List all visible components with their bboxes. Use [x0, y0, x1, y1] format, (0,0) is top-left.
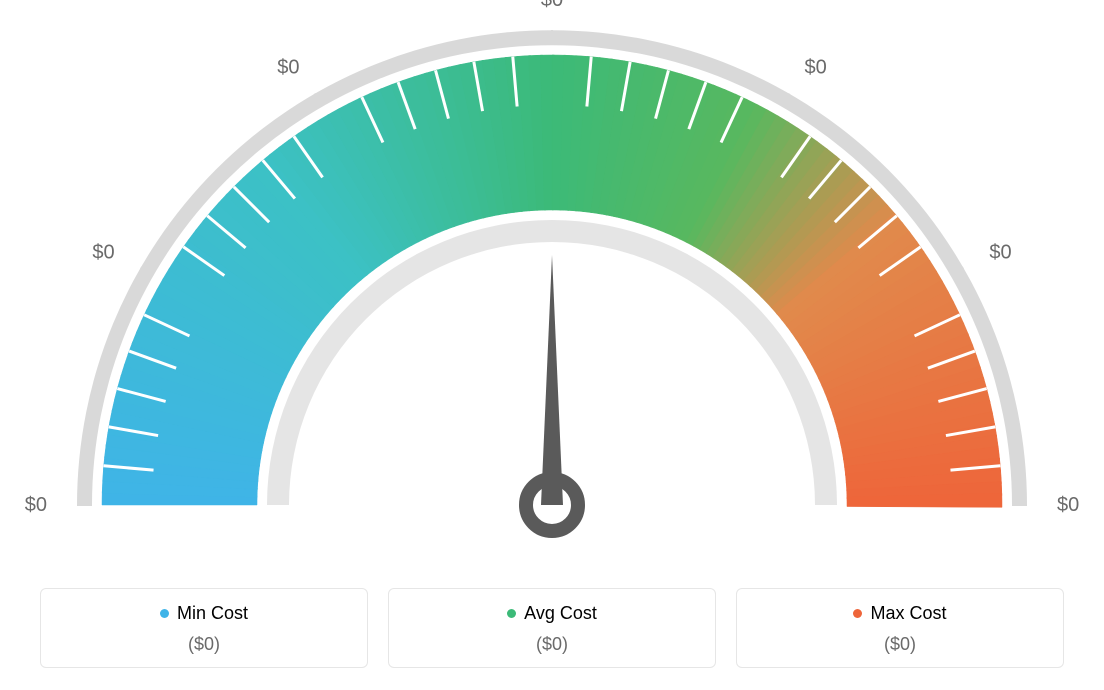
svg-text:$0: $0 [92, 242, 114, 264]
svg-text:$0: $0 [1057, 494, 1079, 516]
legend-name-avg: Avg Cost [507, 603, 597, 624]
gauge-chart: $0 $0 $0 $0 $0 $0 $0 Min Cost ($0) Avg Cost ($… [0, 0, 1104, 690]
legend-dot-avg [507, 609, 516, 618]
legend-card-avg: Avg Cost ($0) [388, 588, 716, 668]
legend-name-max: Max Cost [853, 603, 946, 624]
legend-value-avg: ($0) [399, 634, 705, 655]
svg-text:$0: $0 [541, 0, 563, 11]
legend-label-avg: Avg Cost [524, 603, 597, 624]
legend-value-min: ($0) [51, 634, 357, 655]
svg-text:$0: $0 [277, 57, 299, 79]
svg-text:$0: $0 [25, 494, 47, 516]
legend-label-max: Max Cost [870, 603, 946, 624]
legend-dot-max [853, 609, 862, 618]
legend-label-min: Min Cost [177, 603, 248, 624]
legend-name-min: Min Cost [160, 603, 248, 624]
legend-card-min: Min Cost ($0) [40, 588, 368, 668]
legend-card-max: Max Cost ($0) [736, 588, 1064, 668]
svg-text:$0: $0 [989, 242, 1011, 264]
legend-row: Min Cost ($0) Avg Cost ($0) Max Cost ($0… [40, 588, 1064, 668]
gauge-svg: $0 $0 $0 $0 $0 $0 $0 [0, 0, 1104, 690]
svg-text:$0: $0 [805, 57, 827, 79]
legend-dot-min [160, 609, 169, 618]
legend-value-max: ($0) [747, 634, 1053, 655]
